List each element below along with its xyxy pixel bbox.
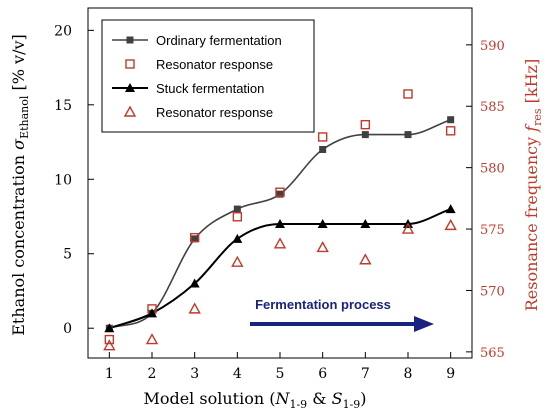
x-axis-title-suffix: )	[360, 389, 366, 408]
data-markers	[103, 89, 457, 351]
series-2-point	[445, 204, 456, 214]
series-3-point	[316, 241, 329, 253]
y-right-tick-label: 565	[480, 346, 505, 361]
y-axis-left-title-sub: Ethanol	[18, 95, 31, 139]
x-axis-title-n-sub: 1-9	[289, 398, 307, 411]
y-axis-left: 0 5 10 15 20	[54, 23, 94, 337]
x-tick-label: 4	[233, 366, 242, 382]
y-axis-right-title-sym: f	[522, 123, 541, 133]
legend-marker-1	[125, 59, 135, 69]
x-axis-title-s-sub: 1-9	[343, 398, 361, 411]
series-2-point	[232, 233, 243, 243]
x-tick-label: 5	[276, 366, 285, 382]
series-1-point	[189, 232, 200, 243]
x-tick-label: 1	[105, 366, 114, 382]
legend-marker-3	[123, 105, 137, 117]
x-tick-label: 3	[190, 366, 199, 382]
series-3-point	[145, 333, 159, 345]
series-3-point	[359, 253, 372, 265]
series-1-point	[317, 132, 328, 142]
series-1-point	[275, 187, 285, 197]
fermentation-process-arrowhead-icon	[414, 316, 434, 332]
series-2-point	[104, 323, 115, 333]
y-left-tick-label: 15	[54, 98, 72, 114]
x-axis-title-amp: &	[307, 389, 331, 408]
legend-marker-2	[125, 83, 135, 92]
series-3-point	[103, 339, 116, 351]
series-0-point	[361, 131, 369, 139]
y-left-tick-label: 5	[63, 247, 72, 263]
legend-label-3: Resonator response	[156, 105, 273, 120]
y-right-tick-label: 580	[480, 162, 505, 177]
y-left-tick-label: 10	[54, 172, 72, 188]
fermentation-process-annotation: Fermentation process	[250, 297, 434, 332]
x-tick-label: 9	[446, 366, 455, 382]
series-1-point	[360, 119, 371, 130]
y-axis-right-title: Resonance frequency fres [kHz]	[522, 59, 544, 311]
series-2-point	[360, 218, 371, 228]
x-tick-label: 6	[318, 366, 327, 382]
series-3-point	[401, 222, 415, 234]
y-axis-left-title-sym: σ	[9, 138, 28, 150]
y-right-tick-label: 575	[480, 223, 505, 238]
series-3-point	[231, 255, 244, 267]
y-axis-left-title-unit: [% v/v]	[9, 34, 28, 95]
x-axis-title-prefix: Model solution (	[143, 389, 275, 408]
y-axis-right: 565 570 575 580 585 590	[466, 39, 505, 361]
series-0-point	[276, 190, 284, 198]
series-1-point	[232, 212, 243, 222]
fermentation-process-label: Fermentation process	[255, 297, 391, 312]
legend-label-2: Stuck fermentation	[156, 81, 264, 96]
y-axis-right-title-unit: [kHz]	[522, 59, 541, 109]
x-axis-title: Model solution (N1-9 & S1-9)	[143, 389, 366, 411]
series-0-point	[233, 205, 241, 213]
x-tick-label: 8	[404, 366, 413, 382]
x-axis-title-s: S	[332, 389, 343, 408]
x-tick-label: 2	[148, 366, 157, 382]
series-3-point	[273, 237, 287, 249]
y-right-tick-label: 590	[480, 39, 505, 54]
series-1-point	[403, 89, 413, 99]
legend-box	[101, 19, 315, 133]
series-2-point	[275, 218, 285, 228]
legend: Ordinary fermentation Resonator response S…	[101, 19, 315, 133]
y-left-tick-label: 0	[63, 321, 72, 337]
series-1-point	[445, 126, 456, 136]
y-axis-right-title-sub: res	[531, 108, 544, 126]
series-0-point	[319, 145, 327, 153]
x-axis: 1 2 3 4 5 6 7 8 9	[105, 352, 455, 382]
series-0-point	[447, 116, 455, 124]
legend-marker-0	[126, 36, 134, 44]
legend-label-1: Resonator response	[156, 57, 273, 72]
y-axis-left-title-text: Ethanol concentration	[9, 150, 28, 336]
legend-label-0: Ordinary fermentation	[156, 33, 282, 48]
x-axis-title-n: N	[274, 389, 290, 408]
series-0-point	[404, 131, 412, 139]
series-1-point	[104, 334, 115, 345]
y-left-tick-label: 20	[54, 23, 72, 39]
series-2-point	[317, 218, 328, 228]
y-right-tick-label: 570	[480, 284, 505, 299]
y-axis-right-title-text: Resonance frequency	[522, 132, 541, 311]
series-3-point	[188, 302, 201, 314]
y-axis-left-title: Ethanol concentration σEthanol [% v/v]	[9, 34, 31, 336]
x-tick-label: 7	[361, 366, 370, 382]
series-3-point	[444, 218, 457, 231]
series-0-point	[191, 235, 199, 243]
series-2-point	[147, 308, 157, 318]
series-2-point	[189, 278, 200, 288]
y-right-tick-label: 585	[480, 100, 505, 115]
